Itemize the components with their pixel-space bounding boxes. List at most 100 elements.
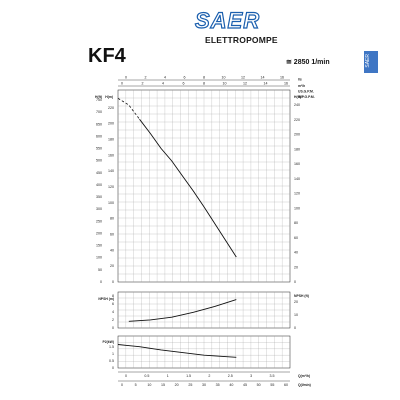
bottom-axis-2-tick: 15	[161, 383, 165, 387]
bottom-axis-2-tick: 30	[202, 383, 206, 387]
right-axis-unit: H(ft)	[294, 95, 301, 99]
side-tab: SAER	[364, 51, 378, 73]
brand-subtitle: ELETTROPOMPE	[205, 35, 278, 45]
top-axis-2-tick: 16	[284, 82, 288, 86]
head-curve-dashed	[117, 97, 140, 120]
top-axis-2-tick: 0	[121, 82, 123, 86]
top-axis-2-tick: 10	[223, 82, 227, 86]
left-axis-ft-tick: 200	[96, 231, 102, 235]
left-axis-ft-tick: 500	[96, 159, 102, 163]
right-axis-tick: 120	[294, 192, 300, 196]
power-curve	[117, 344, 237, 358]
right-axis-tick: 200	[294, 133, 300, 137]
left-axis-m-tick: 140	[108, 169, 114, 173]
bottom-axis-2-tick: 25	[188, 383, 192, 387]
npsh-right-unit: NPSH (ft)	[294, 294, 309, 298]
left-axis-ft-tick: 250	[96, 219, 102, 223]
left-axis-ft-tick: 150	[96, 244, 102, 248]
left-axis-ft-tick: 350	[96, 195, 102, 199]
bottom-axis-2-tick: 55	[270, 383, 274, 387]
npsh-left-tick: 0	[112, 326, 114, 330]
npsh-right-tick: 20	[294, 300, 298, 304]
bottom-axis-2-tick: 40	[229, 383, 233, 387]
left-axis-ft-unit: H(ft)	[95, 95, 102, 99]
top-axis-1-tick: 4	[164, 76, 166, 80]
power-left-unit: P2(kW)	[103, 340, 115, 344]
npsh-right-tick: 0	[294, 326, 296, 330]
power-left-tick: 1.5	[109, 345, 114, 349]
left-axis-ft-tick: 50	[98, 268, 102, 272]
left-axis-m-tick: 200	[108, 122, 114, 126]
npsh-left-tick: 4	[112, 310, 114, 314]
left-axis-m-tick: 160	[108, 153, 114, 157]
bottom-axis-2-unit: Q(l/min)	[298, 383, 311, 387]
top-axis-1-tick: 0	[125, 76, 127, 80]
left-axis-ft-tick: 750	[96, 98, 102, 102]
brand-name: SAER	[194, 7, 261, 33]
left-axis-m-tick: 0	[112, 280, 114, 284]
right-axis-tick: 180	[294, 147, 300, 151]
left-axis-ft-tick: 400	[96, 183, 102, 187]
left-axis-ft-tick: 0	[100, 280, 102, 284]
right-axis-tick: 20	[294, 265, 298, 269]
performance-chart	[117, 89, 291, 283]
top-axis-2-tick: 6	[183, 82, 185, 86]
npsh-left-tick: 8	[112, 294, 114, 298]
right-axis-tick: 100	[294, 206, 300, 210]
bottom-axis-1-tick: 3.5	[270, 374, 275, 378]
top-axis-2-tick: 2	[142, 82, 144, 86]
npsh-left-tick: 2	[112, 318, 114, 322]
right-axis-tick: 240	[294, 103, 300, 107]
npsh-curve	[128, 299, 237, 322]
bottom-axis-2-tick: 50	[257, 383, 261, 387]
head-curve	[139, 118, 237, 258]
bottom-axis-1-tick: 2	[208, 374, 210, 378]
right-axis-tick: 40	[294, 251, 298, 255]
power-left-tick: 0	[112, 366, 114, 370]
bottom-axis-1-tick: 1.5	[186, 374, 191, 378]
right-axis-tick: 160	[294, 162, 300, 166]
left-axis-m-tick: 120	[108, 185, 114, 189]
left-axis-m-unit: H(m)	[105, 95, 113, 99]
top-axis-1-tick: 8	[203, 76, 205, 80]
bottom-axis-2-tick: 60	[284, 383, 288, 387]
npsh-left-tick: 6	[112, 302, 114, 306]
flow-label-impgpm: IMP.G.P.M.	[298, 95, 315, 99]
axis-labels: 0 2 4 6 8 10 12 14 160 2 4 6 8 10 12 14 16l/sm³/hUS.G.P.…	[95, 76, 315, 388]
npsh-right-tick: 10	[294, 313, 298, 317]
top-axis-2-tick: 14	[264, 82, 268, 86]
left-axis-ft-tick: 450	[96, 171, 102, 175]
power-left-tick: 1	[112, 352, 114, 356]
top-axis-1-tick: 12	[241, 76, 245, 80]
brand-logo: SAER ELETTROPOMPE	[185, 7, 295, 48]
bottom-axis-2-tick: 10	[147, 383, 151, 387]
top-axis-2-tick: 4	[162, 82, 164, 86]
rotation-speed: ≅ 2850 1/min	[286, 59, 330, 66]
top-axis-1-tick: 6	[184, 76, 186, 80]
bottom-axis-2-tick: 20	[175, 383, 179, 387]
bottom-axis-1-tick: 0	[125, 374, 127, 378]
flow-label-usgpm: US.G.P.M.	[298, 90, 314, 94]
top-axis-2-tick: 12	[243, 82, 247, 86]
bottom-axis-2-tick: 35	[216, 383, 220, 387]
left-axis-ft-tick: 700	[96, 110, 102, 114]
power-left-tick: 0.5	[109, 359, 114, 363]
bottom-axis-2-tick: 45	[243, 383, 247, 387]
left-axis-m-tick: 20	[110, 264, 114, 268]
left-axis-ft-tick: 300	[96, 207, 102, 211]
top-axis-1-tick: 2	[145, 76, 147, 80]
bottom-axis-1-tick: 3	[250, 374, 252, 378]
right-axis-tick: 220	[294, 118, 300, 122]
top-axis-2-unit: m³/h	[298, 84, 305, 88]
left-axis-m-tick: 60	[110, 233, 114, 237]
bottom-axis-1-tick: 0.5	[144, 374, 149, 378]
bottom-axis-1-tick: 2.5	[228, 374, 233, 378]
right-axis-tick: 0	[294, 280, 296, 284]
left-axis-m-tick: 100	[108, 201, 114, 205]
top-axis-1-tick: 16	[280, 76, 284, 80]
power-chart	[117, 335, 291, 369]
left-axis-ft-tick: 100	[96, 256, 102, 260]
top-axis-1-unit: l/s	[298, 78, 302, 82]
left-axis-ft-tick: 600	[96, 134, 102, 138]
